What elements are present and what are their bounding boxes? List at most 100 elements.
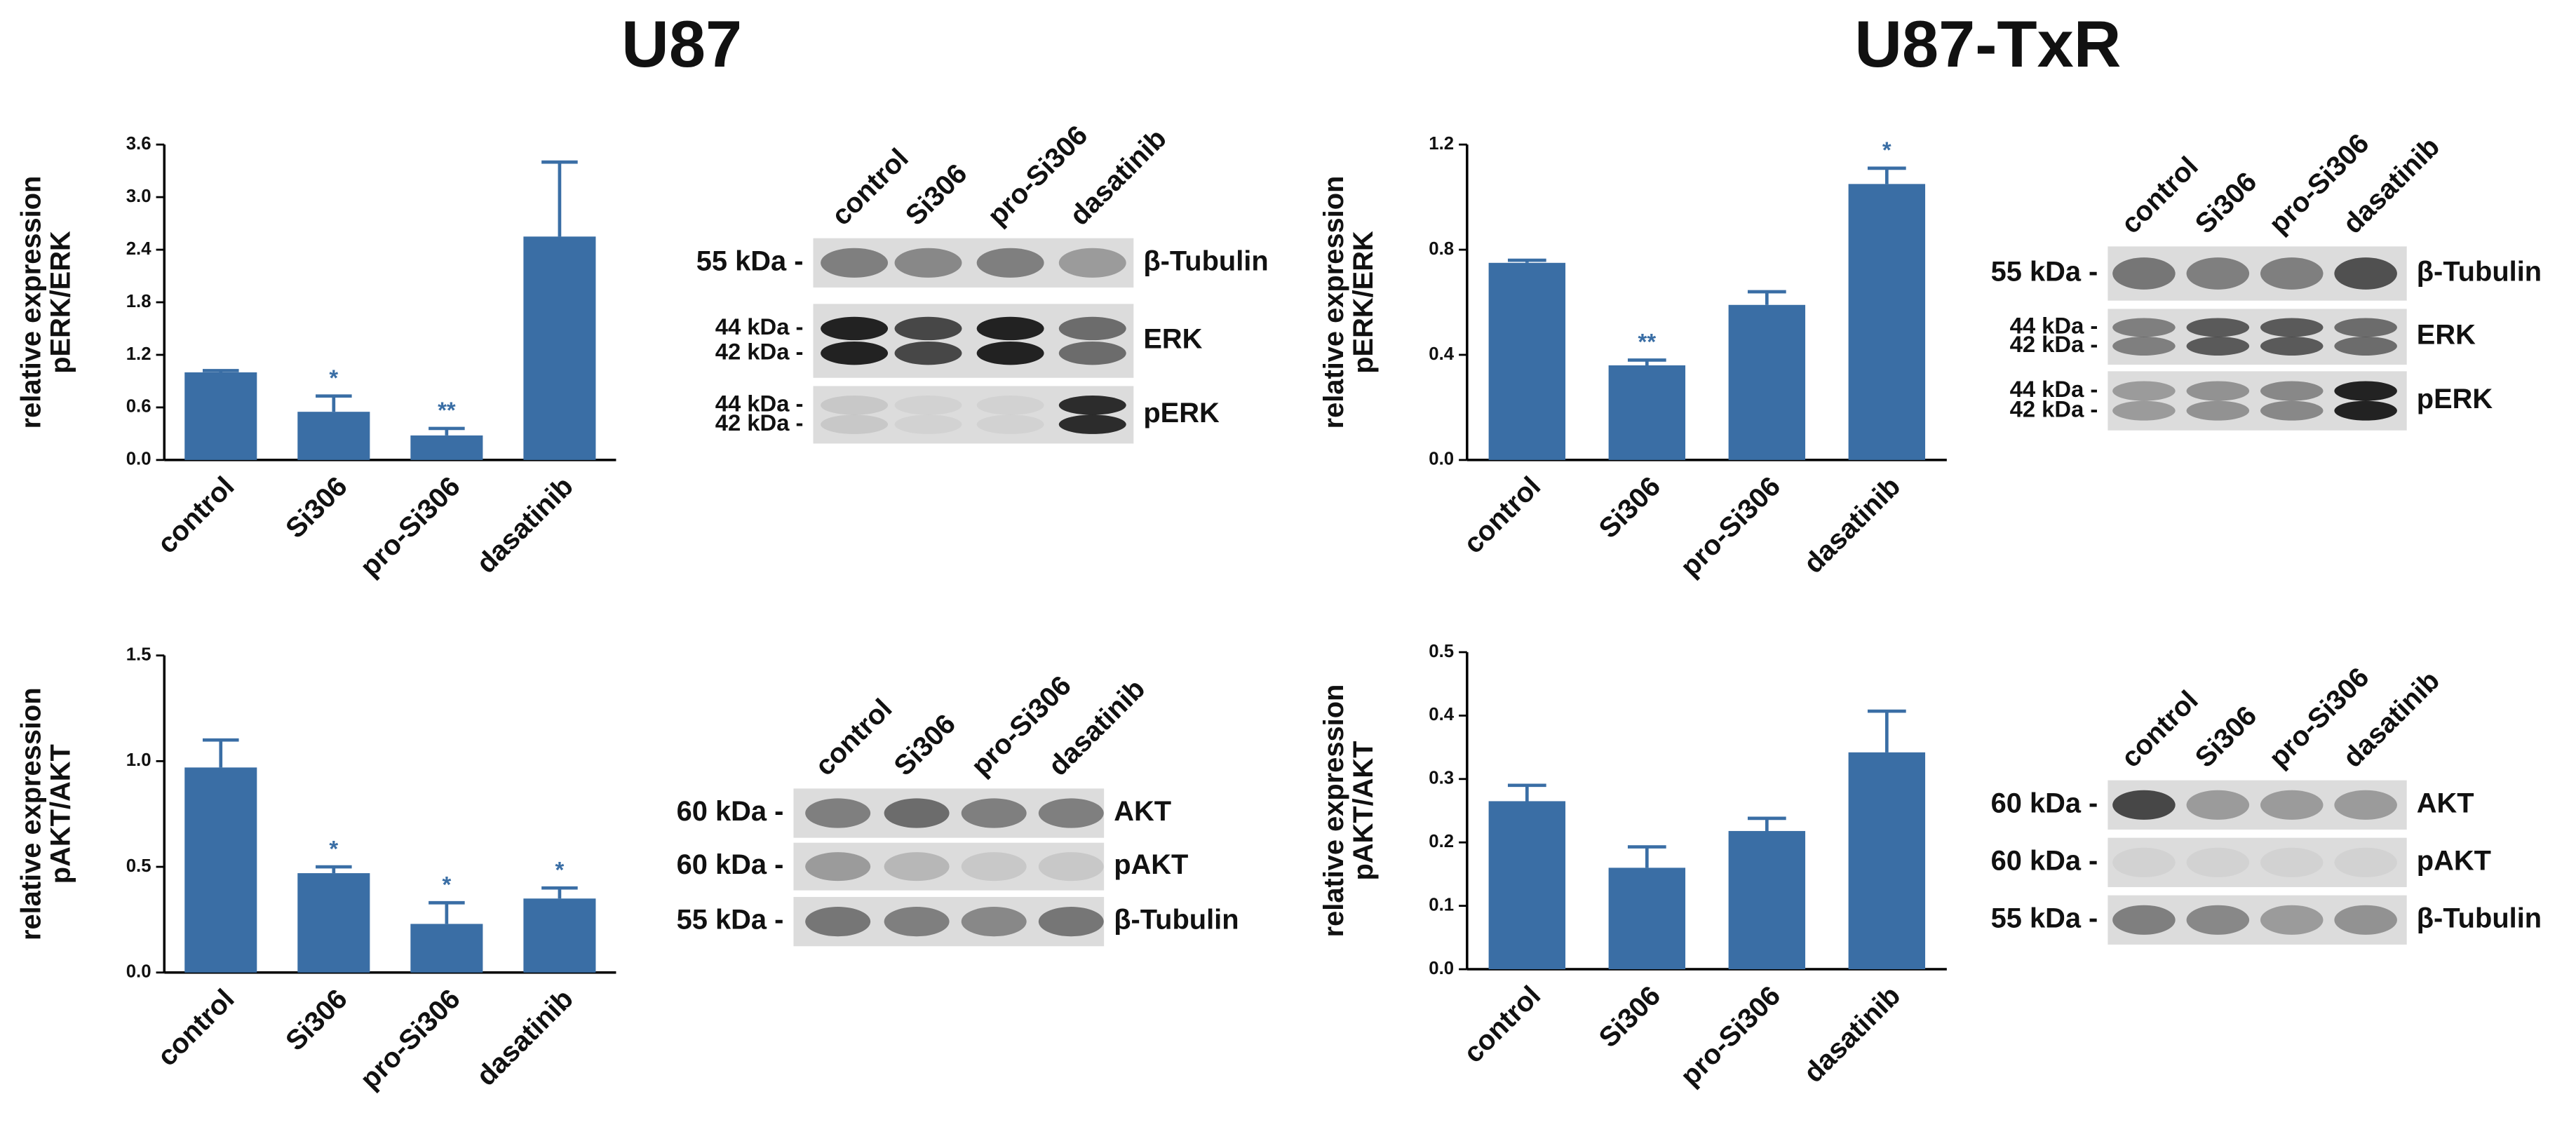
bar xyxy=(297,412,370,460)
y-tick-label: 1.5 xyxy=(126,644,151,664)
significance: * xyxy=(442,872,451,898)
y-tick-label: 0.4 xyxy=(1429,344,1454,364)
x-tick-label: dasatinib xyxy=(471,983,579,1092)
protein-label: β-Tubulin xyxy=(2417,257,2542,288)
protein-label: ERK xyxy=(2417,320,2476,351)
size-marker: 55 kDa - xyxy=(1991,903,2098,933)
error-bar xyxy=(1747,816,1786,831)
panel-title: U87 xyxy=(621,7,742,81)
x-tick-label: Si306 xyxy=(280,983,353,1057)
blot-band xyxy=(2260,318,2324,337)
error-bar xyxy=(541,886,578,899)
x-tick-label: pro-Si306 xyxy=(1675,471,1786,582)
size-marker: 55 kDa - xyxy=(696,245,804,276)
blot-band xyxy=(2260,905,2324,935)
protein-label: pAKT xyxy=(1114,849,1188,880)
size-marker: 60 kDa - xyxy=(1991,788,2098,818)
y-tick-label: 0.8 xyxy=(1429,239,1454,259)
protein-label: AKT xyxy=(1114,796,1171,827)
error-bar xyxy=(1507,258,1546,263)
x-tick-label: dasatinib xyxy=(1798,471,1906,579)
x-tick-label: pro-Si306 xyxy=(354,471,466,582)
blot-band xyxy=(2186,257,2250,290)
error-bar xyxy=(203,738,239,768)
y-tick-label: 0.5 xyxy=(1429,642,1454,661)
blot-band xyxy=(2334,337,2397,356)
y-tick-label: 0.2 xyxy=(1429,832,1454,851)
size-marker: 60 kDa - xyxy=(1991,845,2098,876)
blot-band xyxy=(821,341,889,365)
blot-band xyxy=(2334,790,2397,820)
size-marker: 44 kDa - xyxy=(715,390,804,416)
panel-title: U87-TxR xyxy=(1854,7,2121,81)
blot-band xyxy=(2112,905,2176,935)
blot-band xyxy=(2334,381,2397,401)
bar xyxy=(1608,868,1686,970)
y-tick-label: 0.0 xyxy=(126,962,151,982)
x-tick-label: control xyxy=(1458,471,1547,560)
bar xyxy=(184,372,257,460)
error-bar xyxy=(1867,166,1906,184)
error-bar xyxy=(316,394,352,412)
size-marker: 42 kDa - xyxy=(2010,331,2098,357)
blot-band xyxy=(2112,318,2176,337)
y-tick-label: 3.6 xyxy=(126,134,151,154)
x-tick-label: dasatinib xyxy=(1798,980,1906,1089)
blot-band xyxy=(1038,907,1104,937)
blot-band xyxy=(894,341,962,365)
lane-label: control xyxy=(2115,151,2204,240)
y-tick-label: 0.4 xyxy=(1429,705,1454,724)
blot-band xyxy=(1038,798,1104,828)
blot-band xyxy=(961,798,1027,828)
y-tick-label: 3.0 xyxy=(126,187,151,206)
blot-strip xyxy=(2108,837,2407,887)
blot-band xyxy=(2186,400,2250,421)
blot-strip xyxy=(813,304,1134,378)
error-bar xyxy=(203,369,239,372)
size-marker: 42 kDa - xyxy=(715,410,804,436)
x-tick-label: dasatinib xyxy=(471,471,579,579)
y-tick-label: 2.4 xyxy=(126,239,151,259)
blot-band xyxy=(821,248,889,278)
y-axis-label: relative expression xyxy=(15,687,46,940)
blot-band xyxy=(2260,257,2324,290)
blot-band xyxy=(961,907,1027,937)
bar xyxy=(410,924,483,973)
blot-strip xyxy=(793,842,1105,891)
blot-band xyxy=(894,316,962,341)
error-bar xyxy=(429,426,465,436)
size-marker: 42 kDa - xyxy=(715,338,804,364)
bar xyxy=(1848,752,1926,970)
blot-band xyxy=(1038,852,1104,882)
error-bar xyxy=(1507,783,1546,802)
protein-label: β-Tubulin xyxy=(1143,245,1268,276)
y-axis-label: relative expression xyxy=(1319,684,1349,938)
significance: * xyxy=(329,365,338,391)
blot-band xyxy=(1058,316,1126,341)
blot-band xyxy=(2334,905,2397,935)
blot-band xyxy=(884,798,950,828)
lane-label: Si306 xyxy=(900,158,973,231)
blot-strip xyxy=(2108,371,2407,431)
blot-band xyxy=(2112,337,2176,356)
y-axis-label: pAKT/AKT xyxy=(46,744,76,884)
y-tick-label: 0.1 xyxy=(1429,895,1454,914)
blot-band xyxy=(2112,400,2176,421)
bar xyxy=(297,873,370,973)
blot-band xyxy=(976,316,1044,341)
blot-band xyxy=(2334,257,2397,290)
bar xyxy=(1608,365,1686,460)
y-tick-label: 1.0 xyxy=(126,750,151,770)
blot-band xyxy=(2334,318,2397,337)
y-axis-label: relative expression xyxy=(15,176,46,429)
protein-label: β-Tubulin xyxy=(2417,903,2542,933)
blot-band xyxy=(976,396,1044,415)
size-marker: 42 kDa - xyxy=(2010,396,2098,421)
x-tick-label: pro-Si306 xyxy=(1675,980,1786,1092)
protein-label: pERK xyxy=(1143,398,1220,428)
blot-band xyxy=(1058,341,1126,365)
lane-label: Si306 xyxy=(888,708,962,782)
error-bar xyxy=(1747,290,1786,305)
bar xyxy=(1848,184,1926,460)
